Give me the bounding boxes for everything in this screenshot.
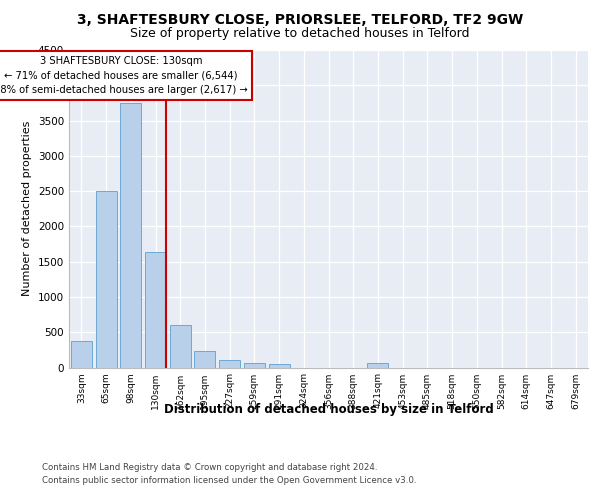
Bar (145, 252, 166, 368)
Bar (367, 362, 388, 368)
Y-axis label: Number of detached properties: Number of detached properties (22, 121, 32, 296)
Bar (269, 364, 290, 368)
Bar (170, 325, 191, 368)
Bar (95, 191, 116, 368)
Bar (244, 363, 265, 368)
Bar (120, 103, 141, 368)
Text: 3 SHAFTESBURY CLOSE: 130sqm
← 71% of detached houses are smaller (6,544)
28% of : 3 SHAFTESBURY CLOSE: 130sqm ← 71% of det… (0, 56, 248, 95)
Bar (71, 341, 92, 367)
Bar (194, 350, 215, 368)
Text: Size of property relative to detached houses in Telford: Size of property relative to detached ho… (130, 28, 470, 40)
Text: 3, SHAFTESBURY CLOSE, PRIORSLEE, TELFORD, TF2 9GW: 3, SHAFTESBURY CLOSE, PRIORSLEE, TELFORD… (77, 12, 523, 26)
Text: Distribution of detached houses by size in Telford: Distribution of detached houses by size … (164, 402, 494, 415)
Text: Contains public sector information licensed under the Open Government Licence v3: Contains public sector information licen… (42, 476, 416, 485)
Text: Contains HM Land Registry data © Crown copyright and database right 2024.: Contains HM Land Registry data © Crown c… (42, 462, 377, 471)
Bar (219, 360, 240, 368)
